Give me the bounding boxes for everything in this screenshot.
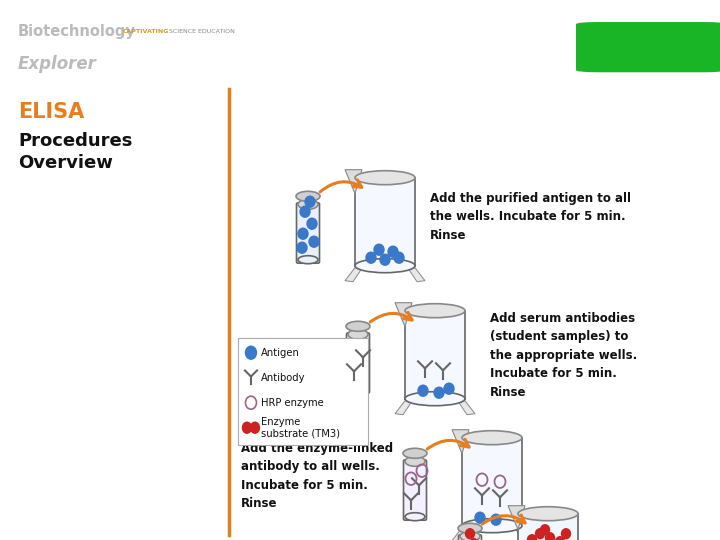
Polygon shape	[405, 310, 465, 399]
Ellipse shape	[462, 519, 522, 532]
Polygon shape	[516, 528, 532, 540]
Ellipse shape	[348, 386, 368, 394]
Ellipse shape	[528, 535, 536, 540]
Ellipse shape	[348, 329, 368, 339]
Polygon shape	[395, 303, 412, 327]
Text: Biotechnology: Biotechnology	[18, 24, 136, 39]
Ellipse shape	[251, 422, 259, 433]
Ellipse shape	[491, 514, 501, 525]
Text: CAPTIVATING: CAPTIVATING	[122, 29, 168, 34]
Ellipse shape	[366, 252, 376, 263]
Text: Add the purified antigen to all
the wells. Incubate for 5 min.
Rinse: Add the purified antigen to all the well…	[430, 192, 631, 242]
Ellipse shape	[546, 533, 554, 540]
FancyBboxPatch shape	[238, 338, 368, 445]
Ellipse shape	[434, 387, 444, 398]
Ellipse shape	[355, 171, 415, 185]
Ellipse shape	[243, 422, 251, 433]
Ellipse shape	[466, 529, 474, 538]
Polygon shape	[355, 178, 415, 266]
Ellipse shape	[296, 191, 320, 201]
Ellipse shape	[444, 383, 454, 394]
Ellipse shape	[380, 254, 390, 265]
Text: BIO·RAD: BIO·RAD	[616, 38, 685, 53]
Text: Procedures
Overview: Procedures Overview	[18, 132, 132, 172]
Ellipse shape	[469, 539, 479, 540]
Text: Add the enzyme-linked
antibody to all wells.
Incubate for 5 min.
Rinse: Add the enzyme-linked antibody to all we…	[241, 442, 393, 510]
Text: SCIENCE EDUCATION: SCIENCE EDUCATION	[169, 29, 235, 34]
Polygon shape	[452, 430, 469, 454]
Ellipse shape	[388, 246, 398, 257]
Ellipse shape	[394, 252, 404, 263]
Ellipse shape	[305, 196, 315, 207]
Ellipse shape	[307, 218, 317, 229]
FancyBboxPatch shape	[346, 333, 369, 393]
Ellipse shape	[246, 346, 256, 359]
Ellipse shape	[518, 507, 578, 521]
Ellipse shape	[541, 525, 549, 535]
Ellipse shape	[298, 256, 318, 264]
Text: Explorer: Explorer	[18, 55, 97, 73]
Polygon shape	[462, 438, 522, 526]
Ellipse shape	[355, 259, 415, 273]
Polygon shape	[345, 268, 361, 282]
FancyBboxPatch shape	[576, 22, 720, 72]
Ellipse shape	[536, 529, 544, 538]
Text: HRP enzyme: HRP enzyme	[261, 397, 324, 408]
Ellipse shape	[462, 431, 522, 445]
Ellipse shape	[403, 448, 427, 458]
Ellipse shape	[405, 512, 425, 521]
Ellipse shape	[405, 392, 465, 406]
Ellipse shape	[297, 242, 307, 253]
Ellipse shape	[460, 531, 480, 540]
Polygon shape	[452, 528, 468, 540]
Ellipse shape	[346, 321, 370, 332]
Ellipse shape	[300, 206, 310, 217]
Ellipse shape	[556, 537, 564, 540]
Ellipse shape	[309, 236, 319, 247]
Ellipse shape	[458, 523, 482, 534]
Polygon shape	[459, 401, 475, 415]
Text: ELISA: ELISA	[18, 102, 84, 122]
Text: Add serum antibodies
(student samples) to
the appropriate wells.
Incubate for 5 : Add serum antibodies (student samples) t…	[490, 312, 637, 399]
Ellipse shape	[405, 303, 465, 318]
FancyBboxPatch shape	[459, 535, 482, 540]
Ellipse shape	[475, 512, 485, 523]
Text: Antigen: Antigen	[261, 348, 300, 357]
Ellipse shape	[374, 244, 384, 255]
FancyBboxPatch shape	[297, 203, 320, 263]
Ellipse shape	[298, 228, 308, 239]
Ellipse shape	[405, 456, 425, 467]
Polygon shape	[508, 505, 525, 530]
FancyBboxPatch shape	[403, 460, 426, 520]
Polygon shape	[518, 514, 578, 540]
Ellipse shape	[562, 529, 570, 538]
Ellipse shape	[418, 385, 428, 396]
Ellipse shape	[298, 199, 318, 210]
Text: Antibody: Antibody	[261, 373, 305, 383]
Polygon shape	[409, 268, 425, 282]
Polygon shape	[345, 170, 362, 193]
Polygon shape	[395, 401, 411, 415]
Text: Enzyme
substrate (TM3): Enzyme substrate (TM3)	[261, 417, 340, 438]
